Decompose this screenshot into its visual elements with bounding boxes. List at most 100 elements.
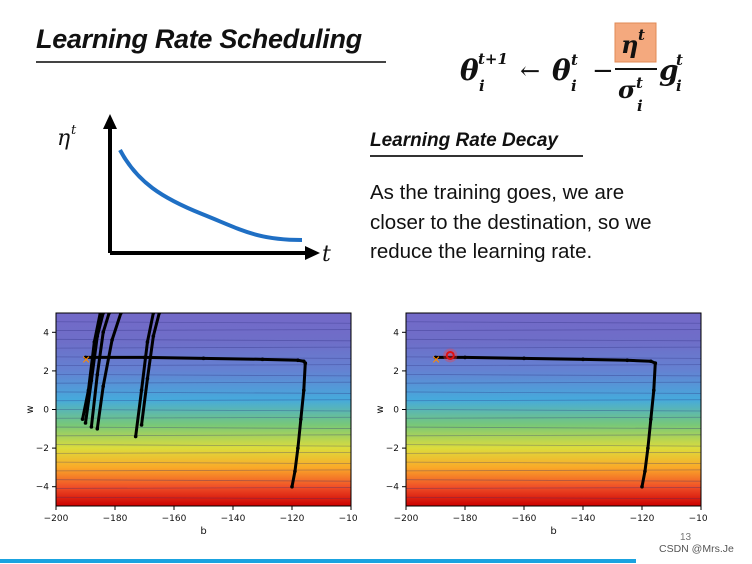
start-marker: ✕	[432, 353, 441, 366]
path-point	[107, 313, 111, 315]
contour-line	[55, 496, 352, 500]
contour-line	[55, 434, 352, 437]
path-point	[643, 469, 647, 474]
contour-line	[405, 364, 702, 367]
contour-line	[405, 479, 702, 482]
formula-lhs-theta: θ	[460, 54, 479, 87]
y-tick-label: 2	[43, 367, 49, 377]
contour-line	[405, 381, 702, 384]
path-point	[101, 330, 105, 335]
formula-denominator-sigma: σ	[618, 75, 636, 104]
y-tick-label: −4	[386, 483, 400, 493]
formula-g: g	[659, 54, 679, 87]
contour-line	[405, 391, 702, 394]
y-tick-label: −2	[36, 444, 49, 454]
path-point	[649, 417, 653, 421]
contour-line	[55, 451, 352, 454]
path-point	[95, 427, 100, 431]
x-tick-label: −180	[453, 514, 478, 524]
path-point	[98, 313, 103, 315]
path-point	[296, 358, 300, 363]
x-tick-label: −160	[512, 514, 537, 524]
formula-theta-sup: t	[571, 51, 578, 69]
path-point	[293, 469, 297, 474]
contour-line	[55, 364, 352, 367]
x-tick-label: −180	[103, 514, 128, 524]
path-point	[110, 338, 114, 342]
curve-y-label-sup: t	[71, 123, 77, 138]
path-point	[581, 357, 585, 362]
path-point	[652, 388, 656, 392]
curve-x-label: t	[322, 242, 331, 267]
x-axis-label: b	[550, 526, 556, 537]
contour-line	[405, 329, 702, 331]
y-tick-label: 4	[393, 328, 399, 338]
path-point	[625, 358, 630, 363]
contour-line	[55, 391, 352, 394]
path-point	[260, 357, 265, 362]
formula-numerator-sup: t	[638, 26, 645, 44]
contour-line	[405, 496, 702, 500]
curve-y-arrowhead	[103, 114, 117, 129]
contour-line	[405, 434, 702, 437]
decay-line: reduce the learning rate.	[370, 240, 593, 263]
gradient-path-oscillation-1	[81, 313, 102, 420]
gradient-path-oscillation-2	[84, 313, 105, 424]
path-point	[290, 484, 294, 489]
path-point	[89, 378, 94, 383]
path-point	[95, 372, 100, 377]
target-marker	[445, 350, 455, 360]
path-point	[83, 421, 88, 425]
formula-arrow: ←	[520, 57, 540, 85]
gradient-path-oscillation-4	[95, 313, 123, 430]
decay-description: As the training goes, we are closer to t…	[370, 178, 710, 267]
path-point	[139, 423, 144, 427]
contour-line	[55, 338, 352, 342]
y-axis-label: w	[25, 405, 36, 413]
path-point	[101, 313, 105, 315]
gradient-path-oscillation-6	[140, 313, 161, 426]
formula-highlight	[614, 22, 657, 63]
path-point	[303, 361, 308, 365]
start-marker: ✕	[82, 353, 91, 366]
path-point	[151, 313, 156, 315]
path-point	[299, 417, 303, 421]
y-tick-label: 0	[393, 406, 399, 416]
contour-line	[405, 374, 702, 377]
formula-lhs-sub: i	[479, 77, 485, 95]
contour-line	[405, 469, 702, 472]
path-point	[201, 356, 206, 361]
x-tick-label: −200	[394, 514, 419, 524]
contour-line	[55, 461, 352, 465]
gradient-path-path-descent	[290, 363, 307, 487]
formula-g-sup: t	[676, 51, 683, 69]
y-tick-label: −2	[386, 444, 399, 454]
y-tick-label: 2	[393, 367, 399, 377]
y-axis-label: w	[375, 405, 386, 413]
x-tick-label: −100	[339, 514, 358, 524]
gradient-path-oscillation-5	[134, 313, 155, 437]
path-point	[463, 355, 467, 360]
path-point	[522, 356, 526, 361]
gradient-path-oscillation-3	[89, 313, 111, 428]
contour-line	[55, 346, 352, 349]
contour-line	[55, 469, 352, 472]
decay-curve-line	[118, 149, 303, 242]
y-tick-label: 0	[43, 406, 49, 416]
x-axis-label: b	[200, 526, 206, 537]
path-point	[89, 425, 94, 429]
x-tick-label: −120	[280, 514, 305, 524]
contour-line	[55, 444, 352, 447]
decay-title-underline	[370, 155, 583, 157]
curve-y-label: η	[57, 126, 70, 151]
path-point	[95, 334, 100, 338]
error-surface-plot-no-decay: −200 −180 −160 −140 −120 −100 −4 −2 0 2 4 b w ✕	[18, 305, 364, 540]
path-point	[145, 376, 150, 381]
path-point	[151, 334, 156, 338]
path-point	[101, 384, 105, 389]
error-surface-plot-with-decay: −200 −180 −160 −140 −120 −100 −4 −2 0 2 4 b w ✕	[368, 305, 714, 540]
formula-minus: −	[592, 56, 614, 86]
contour-line	[55, 479, 352, 482]
contour-line	[405, 338, 702, 342]
contour-line	[405, 321, 702, 324]
